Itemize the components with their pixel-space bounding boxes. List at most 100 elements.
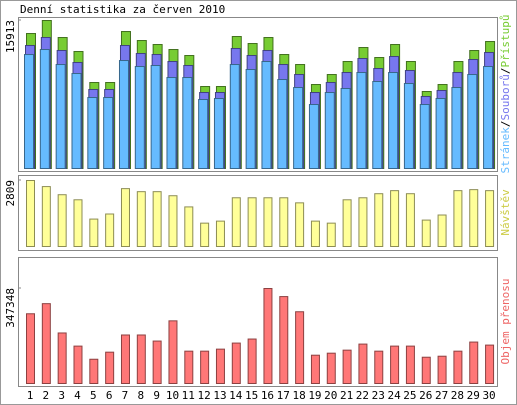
x-tick-label: 10 <box>166 389 179 402</box>
bar <box>293 87 304 169</box>
bar <box>184 350 194 384</box>
x-tick-label: 1 <box>27 389 34 402</box>
x-tick-label: 16 <box>261 389 274 402</box>
bar <box>469 341 479 384</box>
bar <box>279 197 289 247</box>
x-tick-label: 25 <box>403 389 416 402</box>
bar <box>358 343 368 384</box>
y-tick-label: 15913 <box>4 20 17 53</box>
x-tick-label: 6 <box>106 389 113 402</box>
legend-separator: / <box>499 68 512 75</box>
bar <box>245 69 256 169</box>
bar <box>213 98 224 169</box>
bar <box>295 202 305 247</box>
bar <box>120 188 130 247</box>
bar <box>390 190 400 248</box>
bar <box>247 197 257 247</box>
bar <box>26 180 35 247</box>
x-tick-label: 28 <box>451 389 464 402</box>
bar <box>231 342 241 384</box>
bar <box>435 98 446 169</box>
legend-separator: / <box>499 120 512 127</box>
bar <box>372 81 383 169</box>
bar <box>136 334 146 384</box>
bar <box>39 49 50 169</box>
legend-entry: Objem přenosu <box>499 278 512 364</box>
bar <box>374 350 384 384</box>
bar <box>295 311 305 384</box>
x-tick-label: 22 <box>356 389 369 402</box>
bar <box>215 220 225 247</box>
bar <box>485 344 495 385</box>
bar <box>326 222 336 247</box>
legend: Objem přenosu <box>499 278 512 364</box>
legend: Návštěv <box>499 189 512 236</box>
x-tick-label: 3 <box>58 389 65 402</box>
bar <box>71 73 82 169</box>
x-tick-label: 4 <box>74 389 81 402</box>
x-tick-label: 21 <box>340 389 353 402</box>
bar <box>263 197 273 247</box>
bar <box>279 296 289 384</box>
x-tick-label: 17 <box>277 389 290 402</box>
bar <box>215 348 225 384</box>
x-tick-label: 11 <box>182 389 195 402</box>
bar <box>469 189 479 247</box>
x-tick-label: 30 <box>482 389 495 402</box>
bar <box>419 104 430 169</box>
bar <box>263 288 273 384</box>
bar <box>403 83 414 169</box>
bar <box>26 313 35 385</box>
bar <box>41 186 51 247</box>
x-tick-label: 24 <box>387 389 401 402</box>
bar <box>342 349 352 384</box>
bar <box>57 332 67 384</box>
bar <box>57 194 67 248</box>
bar <box>134 66 145 169</box>
bar <box>120 334 130 384</box>
bar <box>105 351 115 385</box>
bar <box>421 356 431 384</box>
bar <box>105 213 115 247</box>
bar <box>358 197 368 247</box>
bar <box>152 340 162 384</box>
bar <box>247 338 257 385</box>
bar <box>483 66 494 169</box>
bar <box>118 60 129 169</box>
bar <box>87 97 98 169</box>
bar <box>310 220 320 247</box>
x-tick-label: 8 <box>137 389 144 402</box>
x-tick-label: 18 <box>292 389 305 402</box>
bar <box>231 197 241 247</box>
bar <box>24 54 34 169</box>
x-tick-label: 20 <box>324 389 337 402</box>
x-tick-label: 29 <box>467 389 480 402</box>
bar <box>405 345 415 385</box>
x-tick-label: 14 <box>229 389 243 402</box>
bar <box>166 77 177 169</box>
bar <box>150 65 161 169</box>
x-tick-label: 19 <box>308 389 321 402</box>
bar <box>229 64 240 169</box>
plot-box <box>18 257 498 387</box>
bar <box>308 104 319 169</box>
x-tick-label: 15 <box>245 389 258 402</box>
plot-box <box>18 175 498 251</box>
bar <box>467 74 478 169</box>
bar <box>261 61 272 170</box>
bar <box>277 79 288 169</box>
bar <box>73 199 83 248</box>
bar <box>453 350 463 384</box>
legend: Stránek/Souborů/Přístupů <box>499 15 512 174</box>
x-tick-label: 23 <box>372 389 385 402</box>
bar <box>73 345 83 385</box>
bar <box>136 191 146 247</box>
bar <box>356 72 367 169</box>
bar <box>437 214 447 248</box>
x-tick-label: 26 <box>419 389 432 402</box>
bar <box>451 87 462 169</box>
bar <box>453 190 463 248</box>
y-tick-label: 347348 <box>4 288 17 328</box>
